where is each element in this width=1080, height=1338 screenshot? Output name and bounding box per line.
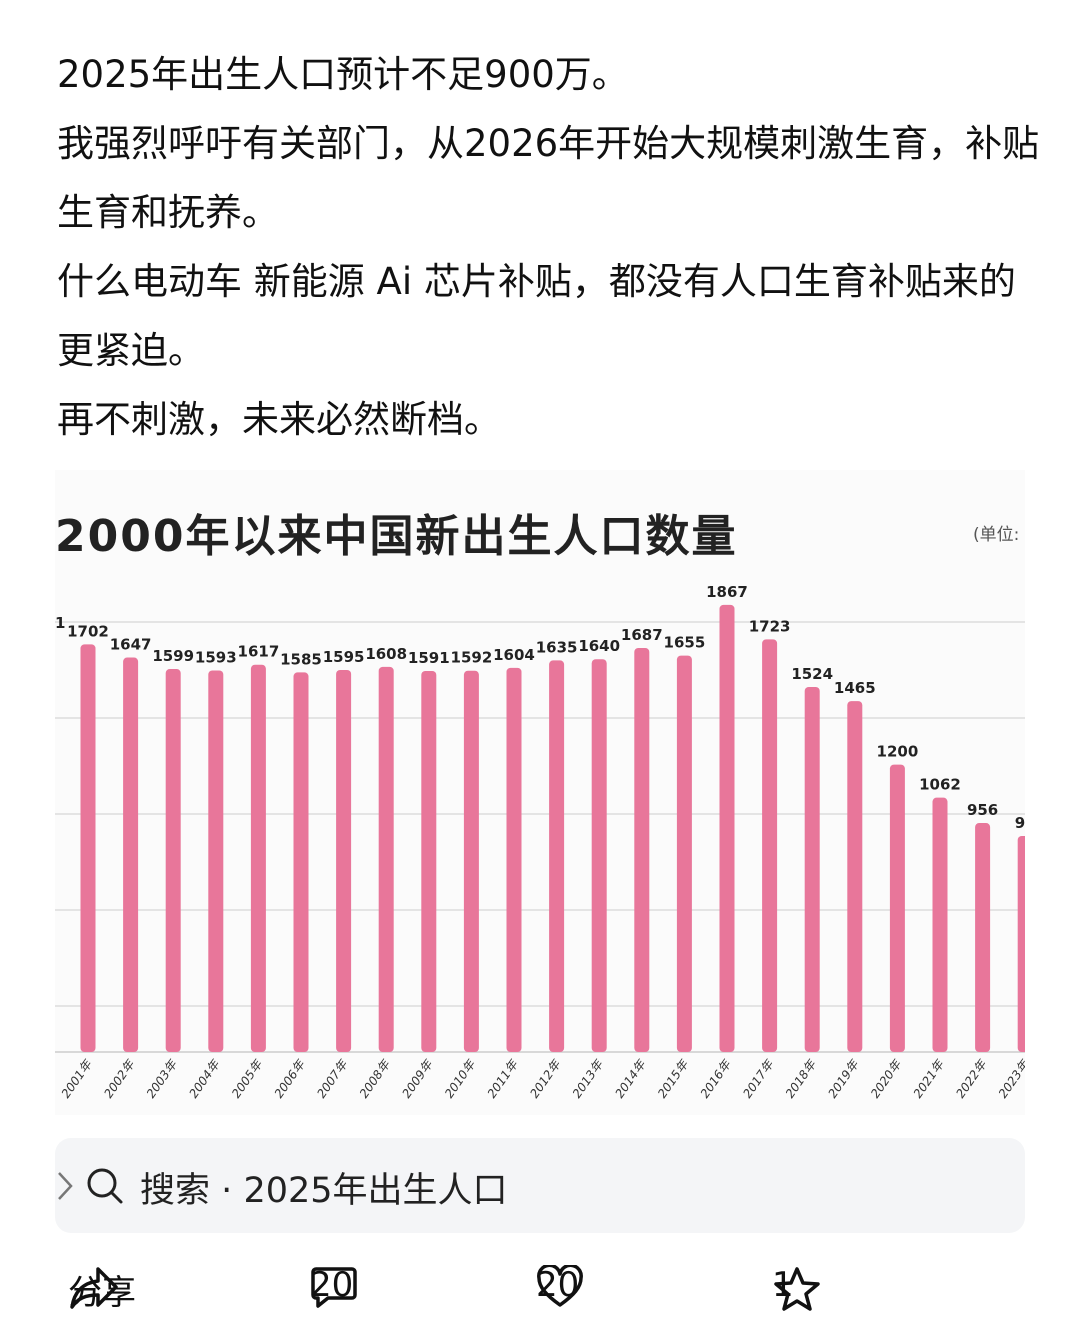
- bar: [634, 647, 650, 1052]
- value-label: 1635: [536, 638, 578, 656]
- bar: [250, 664, 266, 1052]
- tick-label: 2019年: [825, 1056, 862, 1101]
- value-label: 1617: [238, 643, 280, 661]
- bar: [165, 669, 181, 1052]
- tick-label: 2011年: [485, 1056, 522, 1101]
- bar: [506, 667, 522, 1052]
- value-label: 1585: [280, 650, 322, 668]
- action-bar: 分享 20 20 1: [0, 1265, 1080, 1325]
- search-prefix: 搜索: [140, 1171, 211, 1211]
- bar: [293, 672, 309, 1052]
- post-line: 2025年出生人口预计不足900万。: [57, 53, 629, 96]
- tick-label: 2015年: [655, 1056, 692, 1101]
- value-label: 1592: [451, 649, 493, 667]
- value-label: 1655: [664, 634, 706, 652]
- tick-label: 2002年: [101, 1056, 138, 1101]
- tick-label: 2006年: [272, 1056, 309, 1101]
- value-label: 1867: [706, 583, 748, 601]
- comment-icon: [311, 1267, 357, 1308]
- share-label: 分享: [68, 1273, 136, 1313]
- bar: [591, 659, 607, 1052]
- bar-chart: 1 1702 2001年 1647 2002年 1599 2003年 1593 2004年 161…: [55, 583, 1025, 1101]
- tick-label: 2018年: [783, 1056, 820, 1101]
- chart-title: 2000年以来中国新出生人口数量: [55, 511, 738, 562]
- value-label: 1200: [877, 743, 919, 761]
- bar: [463, 670, 479, 1052]
- favorite-button[interactable]: 1: [772, 1265, 820, 1311]
- tick-label: 2023年: [996, 1056, 1025, 1101]
- value-label: 1723: [749, 617, 791, 635]
- value-label: 1640: [578, 637, 620, 655]
- tick-label: 2010年: [442, 1056, 479, 1101]
- value-label: 1647: [110, 636, 152, 654]
- post-text: 2025年出生人口预计不足900万。 我强烈呼吁有关部门，从2026年开始大规模…: [57, 40, 1047, 454]
- comment-button[interactable]: 20: [310, 1265, 357, 1308]
- post-line: 再不刺激，未来必然断档。: [57, 398, 501, 441]
- tick-label: 2003年: [144, 1056, 181, 1101]
- value-label: 956: [967, 801, 998, 819]
- search-query: 2025年出生人口: [243, 1171, 508, 1211]
- bar: [378, 666, 394, 1052]
- search-separator: ·: [221, 1171, 233, 1211]
- value-label: 1062: [919, 776, 961, 794]
- value-label: 1595: [323, 648, 365, 666]
- bar: [719, 604, 735, 1052]
- tick-label: 2020年: [868, 1056, 905, 1101]
- bar: [421, 670, 437, 1052]
- tick-label: 2001年: [59, 1056, 96, 1101]
- bar: [1017, 835, 1025, 1052]
- bar: [804, 687, 820, 1052]
- bar: [336, 669, 352, 1052]
- value-label: 1591: [408, 649, 450, 667]
- tick-label: 2009年: [399, 1056, 436, 1101]
- post-line: 我强烈呼吁有关部门，从2026年开始大规模刺激生育，补贴生育和抚养。: [57, 122, 1040, 234]
- tick-label: 2014年: [612, 1056, 649, 1101]
- bar: [123, 657, 139, 1052]
- tick-label: 2005年: [229, 1056, 266, 1101]
- chevron-right-icon: [58, 1172, 73, 1200]
- tick-label: 2022年: [953, 1056, 990, 1101]
- bar: [676, 655, 692, 1052]
- bar: [208, 670, 224, 1052]
- tick-label: 2017年: [740, 1056, 777, 1101]
- value-label: 90: [1015, 814, 1025, 832]
- bar: [847, 701, 863, 1052]
- bar: [762, 639, 778, 1052]
- value-label: 1599: [152, 647, 194, 665]
- search-icon: [87, 1168, 123, 1204]
- related-search-bar[interactable]: 搜索 · 2025年出生人口: [55, 1138, 1025, 1233]
- post-image-chart[interactable]: 2000年以来中国新出生人口数量 (单位: 1 1702 2001年 1647 2002…: [55, 470, 1025, 1115]
- bar: [549, 660, 565, 1052]
- post-line: 什么电动车 新能源 Ai 芯片补贴，都没有人口生育补贴来的更紧迫。: [57, 260, 1016, 372]
- tick-label: 2013年: [570, 1056, 607, 1101]
- value-label: 1: [55, 614, 65, 632]
- share-button[interactable]: 分享: [68, 1265, 136, 1314]
- value-label: 1687: [621, 626, 663, 644]
- chart-unit: (单位:: [973, 525, 1020, 545]
- bar: [932, 797, 948, 1052]
- value-label: 1465: [834, 679, 876, 697]
- tick-label: 2004年: [186, 1056, 223, 1101]
- tick-label: 2021年: [911, 1056, 948, 1101]
- tick-label: 2008年: [357, 1056, 394, 1101]
- like-button[interactable]: 20: [536, 1265, 583, 1307]
- heart-icon: [537, 1265, 583, 1307]
- value-label: 1702: [67, 622, 109, 640]
- share-icon: [70, 1267, 118, 1309]
- bar: [80, 644, 96, 1052]
- bar: [975, 823, 991, 1052]
- value-label: 1604: [493, 646, 535, 664]
- tick-label: 2007年: [314, 1056, 351, 1101]
- bar: [889, 764, 905, 1052]
- value-label: 1593: [195, 648, 237, 666]
- value-label: 1608: [365, 645, 407, 663]
- star-icon: [774, 1267, 820, 1311]
- tick-label: 2012年: [527, 1056, 564, 1101]
- tick-label: 2016年: [698, 1056, 735, 1101]
- value-label: 1524: [791, 665, 833, 683]
